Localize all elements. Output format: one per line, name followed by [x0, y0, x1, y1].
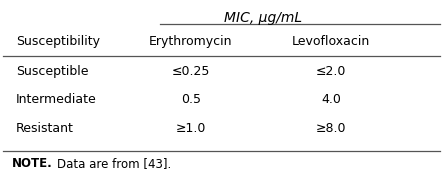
Text: ≤0.25: ≤0.25	[172, 65, 210, 78]
Text: NOTE.: NOTE.	[12, 157, 52, 170]
Text: ≥1.0: ≥1.0	[176, 122, 206, 135]
Text: MIC, μg/mL: MIC, μg/mL	[224, 11, 302, 25]
Text: Levofloxacin: Levofloxacin	[292, 35, 370, 48]
Text: Susceptibility: Susceptibility	[16, 35, 100, 48]
Text: Susceptible: Susceptible	[16, 65, 89, 78]
Text: 0.5: 0.5	[181, 93, 201, 106]
Text: ≤2.0: ≤2.0	[316, 65, 346, 78]
Text: Intermediate: Intermediate	[16, 93, 97, 106]
Text: Data are from [43].: Data are from [43].	[58, 157, 172, 170]
Text: Resistant: Resistant	[16, 122, 74, 135]
Text: ≥8.0: ≥8.0	[315, 122, 346, 135]
Text: Erythromycin: Erythromycin	[149, 35, 233, 48]
Text: 4.0: 4.0	[321, 93, 341, 106]
